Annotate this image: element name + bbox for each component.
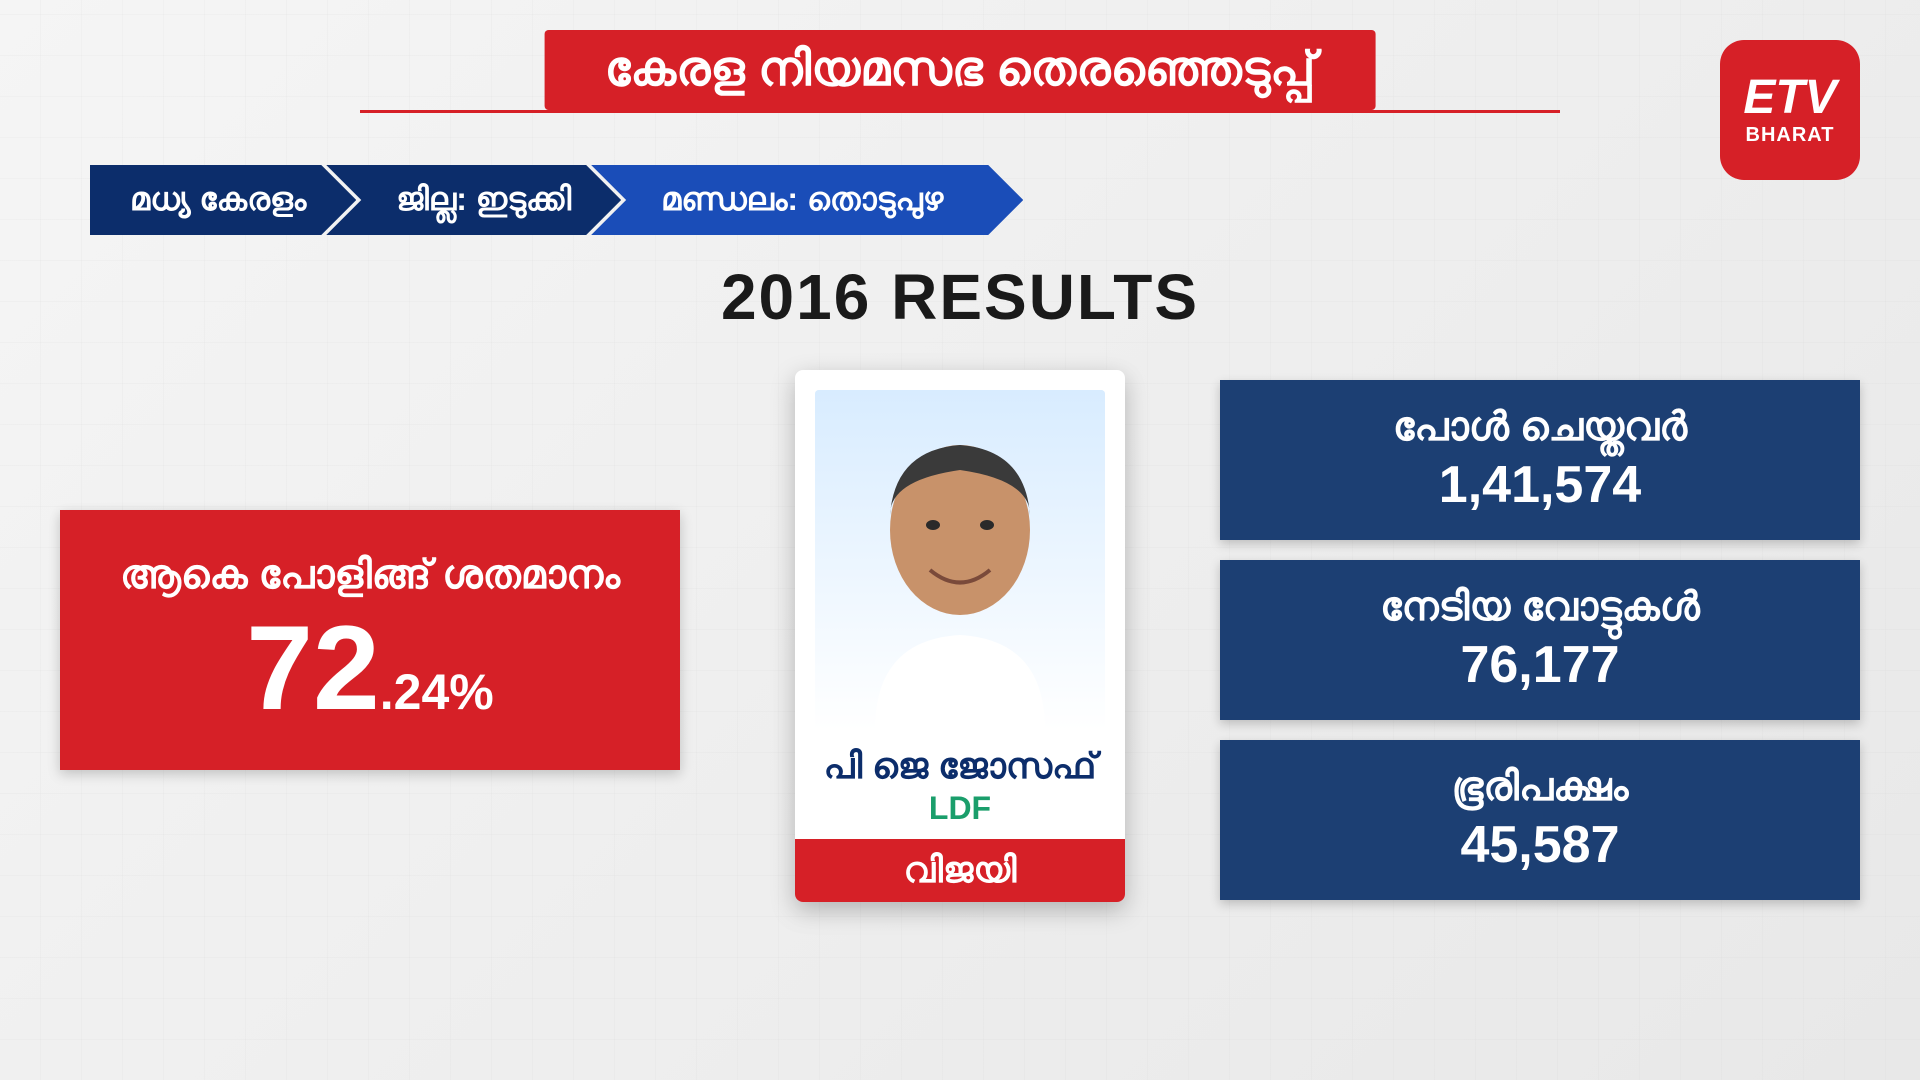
stat-value: 45,587 — [1250, 815, 1830, 875]
candidate-photo — [815, 390, 1105, 730]
candidate-party: LDF — [929, 790, 991, 827]
stat-box-polled: പോൾ ചെയ്തവർ 1,41,574 — [1220, 380, 1860, 540]
candidate-name: പി ജെ ജോസഫ് — [824, 745, 1097, 788]
candidate-card: പി ജെ ജോസഫ് LDF വിജയി — [795, 370, 1125, 902]
stat-label: നേടിയ വോട്ടുകൾ — [1250, 585, 1830, 630]
logo-bottom-text: BHARAT — [1746, 124, 1835, 147]
breadcrumb-district: ജില്ല: ഇടുക്കി — [326, 165, 621, 235]
stat-value: 76,177 — [1250, 635, 1830, 695]
winner-badge: വിജയി — [795, 839, 1125, 902]
header-underline — [360, 110, 1560, 113]
polling-label: ആകെ പോളിങ്ങ് ശതമാനം — [120, 553, 620, 598]
person-placeholder-icon — [815, 390, 1105, 730]
polling-big-number: 72 — [246, 608, 379, 728]
logo-top-text: ETV — [1743, 74, 1836, 122]
polling-decimal: .24% — [380, 663, 494, 721]
breadcrumb-constituency: മണ്ഡലം: തൊടുപുഴ — [591, 165, 1023, 235]
breadcrumb: മധ്യ കേരളം ജില്ല: ഇടുക്കി മണ്ഡലം: തൊടുപു… — [90, 165, 1023, 235]
stat-label: ഭൂരിപക്ഷം — [1250, 765, 1830, 810]
results-year-title: 2016 RESULTS — [721, 260, 1199, 334]
stat-value: 1,41,574 — [1250, 455, 1830, 515]
breadcrumb-region: മധ്യ കേരളം — [90, 165, 356, 235]
channel-logo: ETV BHARAT — [1720, 40, 1860, 180]
stat-label: പോൾ ചെയ്തവർ — [1250, 405, 1830, 450]
polling-percentage-box: ആകെ പോളിങ്ങ് ശതമാനം 72 .24% — [60, 510, 680, 770]
header-title: കേരള നിയമസഭ തെരഞ്ഞെടുപ്പ് — [545, 30, 1376, 110]
stats-column: പോൾ ചെയ്തവർ 1,41,574 നേടിയ വോട്ടുകൾ 76,1… — [1220, 380, 1860, 900]
stat-box-votes: നേടിയ വോട്ടുകൾ 76,177 — [1220, 560, 1860, 720]
polling-value: 72 .24% — [246, 608, 493, 728]
stat-box-margin: ഭൂരിപക്ഷം 45,587 — [1220, 740, 1860, 900]
